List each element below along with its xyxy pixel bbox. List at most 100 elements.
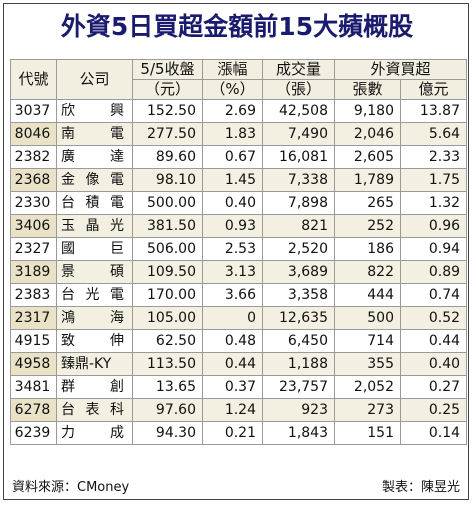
- company-name-part: 海: [110, 310, 124, 326]
- cell-foreign-value: 0.14: [399, 421, 468, 445]
- cell-foreign-value: 0.27: [399, 375, 468, 399]
- header-foreign-value: 億元: [399, 79, 468, 100]
- cell-company: 玉晶光: [56, 214, 133, 238]
- cell-change: 0.44: [202, 352, 263, 376]
- cell-foreign-lots: 444: [334, 283, 401, 307]
- cell-company: 台光電: [56, 283, 133, 307]
- cell-foreign-value: 0.25: [399, 398, 468, 422]
- table-row: 2368 金像電 98.10 1.45 7,338 1,789 1.75: [10, 168, 468, 192]
- cell-close: 105.00: [132, 306, 203, 330]
- cell-foreign-value: 0.52: [399, 306, 468, 330]
- cell-change: 3.13: [202, 260, 263, 284]
- cell-company: 台積電: [56, 191, 133, 215]
- cell-volume: 923: [262, 398, 335, 422]
- company-name-part: 臻鼎-KY: [61, 356, 112, 372]
- company-name-part: 廣: [61, 149, 75, 165]
- cell-close: 381.50: [132, 214, 203, 238]
- company-name-part: 積: [85, 195, 100, 211]
- company-name-part: 興: [110, 103, 124, 119]
- table-row: 6278 台表科 97.60 1.24 923 273 0.25: [10, 398, 468, 422]
- cell-foreign-value: 0.89: [399, 260, 468, 284]
- table-row: 2330 台積電 500.00 0.40 7,898 265 1.32: [10, 191, 468, 215]
- cell-close: 277.50: [132, 122, 203, 146]
- cell-foreign-lots: 151: [334, 421, 401, 445]
- cell-change: 2.69: [202, 99, 263, 123]
- company-name-part: 電: [110, 126, 124, 142]
- cell-foreign-lots: 265: [334, 191, 401, 215]
- cell-foreign-value: 0.40: [399, 352, 468, 376]
- company-name-part: 成: [110, 425, 124, 441]
- cell-volume: 3,689: [262, 260, 335, 284]
- cell-foreign-value: 5.64: [399, 122, 468, 146]
- company-name-part: 南: [61, 126, 75, 142]
- table-body: 3037 欣興 152.50 2.69 42,508 9,180 13.87 8046 南電 27…: [10, 99, 468, 445]
- company-name: 廣達: [61, 147, 132, 168]
- cell-code: 2317: [10, 306, 57, 330]
- cell-foreign-value: 2.33: [399, 145, 468, 169]
- cell-company: 金像電: [56, 168, 133, 192]
- cell-change: 0.48: [202, 329, 263, 353]
- company-name: 國巨: [61, 239, 132, 260]
- header-close: 5/5收盤: [132, 59, 203, 80]
- cell-volume: 23,757: [262, 375, 335, 399]
- cell-close: 97.60: [132, 398, 203, 422]
- cell-company: 國巨: [56, 237, 133, 261]
- cell-company: 鴻海: [56, 306, 133, 330]
- company-name-part: 巨: [110, 241, 124, 257]
- table-row: 3406 玉晶光 381.50 0.93 821 252 0.96: [10, 214, 468, 238]
- cell-close: 13.65: [132, 375, 203, 399]
- company-name-part: 表: [85, 402, 100, 418]
- company-name-part: 台: [61, 287, 75, 303]
- cell-foreign-lots: 186: [334, 237, 401, 261]
- cell-company: 南電: [56, 122, 133, 146]
- cell-volume: 7,338: [262, 168, 335, 192]
- cell-foreign-lots: 9,180: [334, 99, 401, 123]
- cell-volume: 2,520: [262, 237, 335, 261]
- cell-company: 臻鼎-KY: [56, 352, 133, 376]
- company-name-part: 台: [61, 402, 75, 418]
- cell-foreign-value: 0.44: [399, 329, 468, 353]
- cell-change: 3.66: [202, 283, 263, 307]
- cell-code: 4915: [10, 329, 57, 353]
- source-note: 資料來源：CMoney: [12, 480, 130, 495]
- cell-foreign-lots: 273: [334, 398, 401, 422]
- cell-close: 94.30: [132, 421, 203, 445]
- cell-foreign-lots: 2,046: [334, 122, 401, 146]
- cell-close: 62.50: [132, 329, 203, 353]
- page-title: 外資5日買超金額前15大蘋概股: [60, 12, 414, 41]
- cell-volume: 42,508: [262, 99, 335, 123]
- company-name-part: 伸: [110, 333, 124, 349]
- header-foreign: 外資買超: [333, 59, 468, 80]
- stock-table: 代號 公司 5/5收盤 漲幅 成交量 外資買超 （元） （%） （張） 張數 億…: [10, 59, 468, 445]
- table-card: 外資5日買超金額前15大蘋概股 代號 公司 5/5收盤 漲幅 成交量 外資買超 …: [3, 3, 469, 500]
- header-volume-unit: （張）: [262, 79, 335, 100]
- header-change: 漲幅: [202, 59, 263, 80]
- cell-foreign-lots: 500: [334, 306, 401, 330]
- cell-company: 欣興: [56, 99, 133, 123]
- cell-code: 3037: [10, 99, 57, 123]
- cell-volume: 821: [262, 214, 335, 238]
- cell-company: 致伸: [56, 329, 133, 353]
- cell-company: 力成: [56, 421, 133, 445]
- company-name: 景碩: [61, 262, 132, 283]
- company-name-part: 台: [61, 195, 75, 211]
- company-name-part: 力: [61, 425, 75, 441]
- cell-change: 1.45: [202, 168, 263, 192]
- cell-change: 0.21: [202, 421, 263, 445]
- cell-code: 3406: [10, 214, 57, 238]
- table-row: 4915 致伸 62.50 0.48 6,450 714 0.44: [10, 329, 468, 353]
- company-name: 群創: [61, 377, 132, 398]
- cell-foreign-value: 13.87: [399, 99, 468, 123]
- cell-company: 群創: [56, 375, 133, 399]
- cell-change: 0: [202, 306, 263, 330]
- cell-volume: 7,490: [262, 122, 335, 146]
- cell-change: 1.24: [202, 398, 263, 422]
- cell-company: 廣達: [56, 145, 133, 169]
- cell-volume: 16,081: [262, 145, 335, 169]
- company-name: 台光電: [61, 285, 132, 306]
- company-name-part: 碩: [110, 264, 124, 280]
- table-row: 3037 欣興 152.50 2.69 42,508 9,180 13.87: [10, 99, 468, 123]
- cell-change: 0.93: [202, 214, 263, 238]
- header-volume: 成交量: [262, 59, 335, 80]
- cell-code: 3481: [10, 375, 57, 399]
